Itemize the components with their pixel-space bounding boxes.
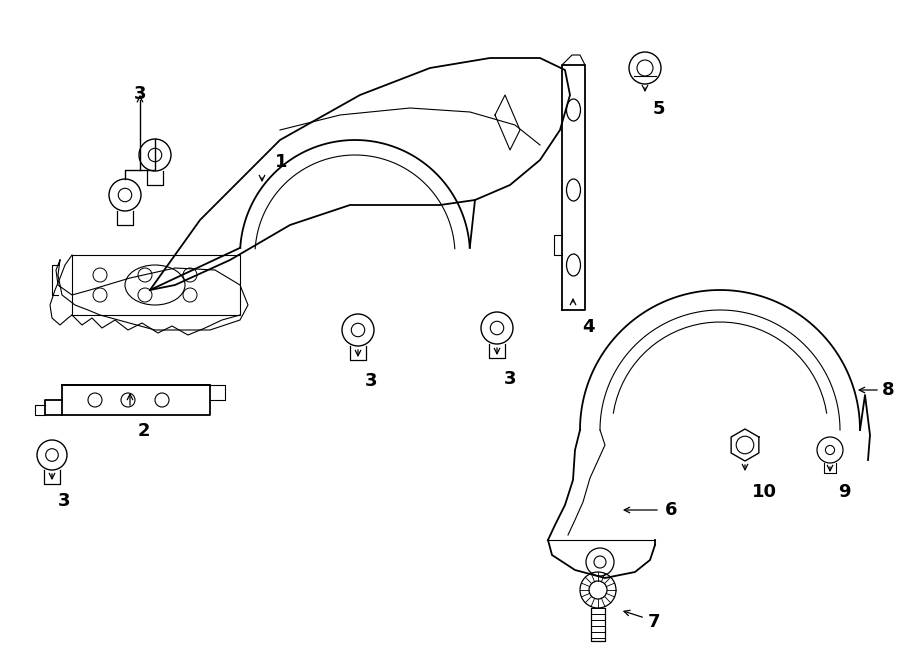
Text: 1: 1 <box>275 153 287 171</box>
Text: 3: 3 <box>504 370 517 388</box>
Text: 3: 3 <box>365 372 377 390</box>
Text: 8: 8 <box>882 381 895 399</box>
Text: 7: 7 <box>648 613 661 631</box>
Text: 9: 9 <box>838 483 850 501</box>
Text: 2: 2 <box>138 422 150 440</box>
Text: 5: 5 <box>653 100 665 118</box>
Text: 3: 3 <box>134 85 146 103</box>
Text: 10: 10 <box>752 483 777 501</box>
Text: 4: 4 <box>582 318 595 336</box>
Text: 3: 3 <box>58 492 70 510</box>
Text: 6: 6 <box>665 501 678 519</box>
